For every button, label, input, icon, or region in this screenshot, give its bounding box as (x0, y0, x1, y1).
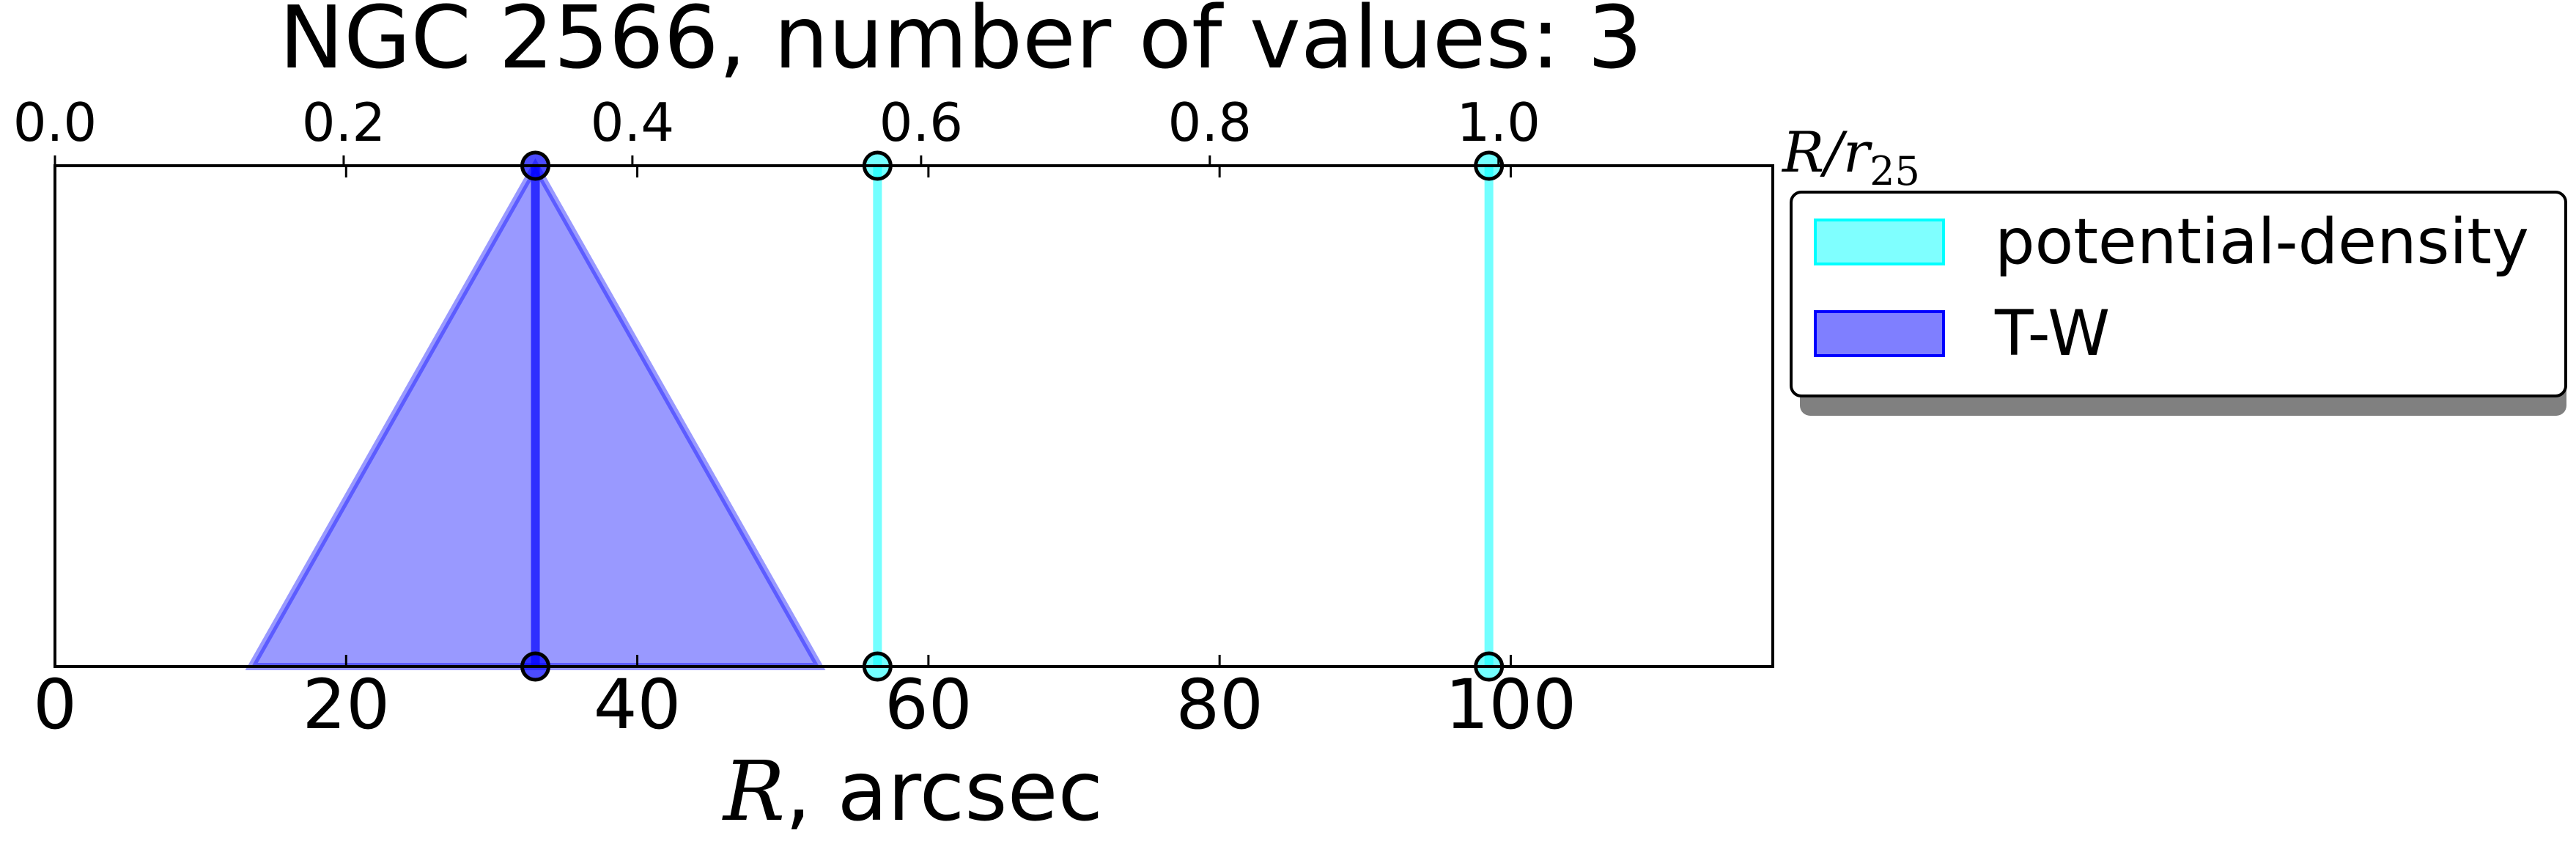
top-x-tick-label: 0.0 (13, 92, 97, 153)
bottom-axis: 0 20 40 60 80 100 (33, 166, 1576, 745)
legend-label-t-w: T-W (1994, 297, 2110, 370)
top-x-tick-label: 1.0 (1456, 92, 1540, 153)
top-x-tick-label: 0.4 (591, 92, 675, 153)
legend: potential-density T-W (1790, 191, 2567, 416)
x-tick-label: 80 (1176, 665, 1263, 745)
top-axis: 0.0 0.2 0.4 0.6 0.8 1.0 (13, 92, 1540, 166)
plot-area (245, 150, 1505, 682)
x-tick-label: 20 (302, 665, 390, 745)
plot-frame (53, 164, 1774, 668)
x-axis-label: R, arcsec (722, 744, 1103, 840)
legend-swatch-potential-density (1814, 219, 1945, 265)
legend-label-potential-density: potential-density (1995, 205, 2529, 279)
legend-box (1790, 191, 2567, 397)
chart-title: NGC 2566, number of values: 3 (279, 0, 1642, 88)
x-tick-label: 40 (594, 665, 682, 745)
x-tick-label: 0 (33, 665, 77, 745)
x-tick-label: 100 (1445, 665, 1576, 745)
top-axis-label: R/r25 (1781, 120, 1920, 194)
top-x-tick-label: 0.2 (302, 92, 386, 153)
x-tick-label: 60 (885, 665, 973, 745)
top-x-tick-label: 0.6 (879, 92, 964, 153)
top-x-tick-label: 0.8 (1168, 92, 1252, 153)
legend-swatch-t-w (1814, 310, 1945, 357)
